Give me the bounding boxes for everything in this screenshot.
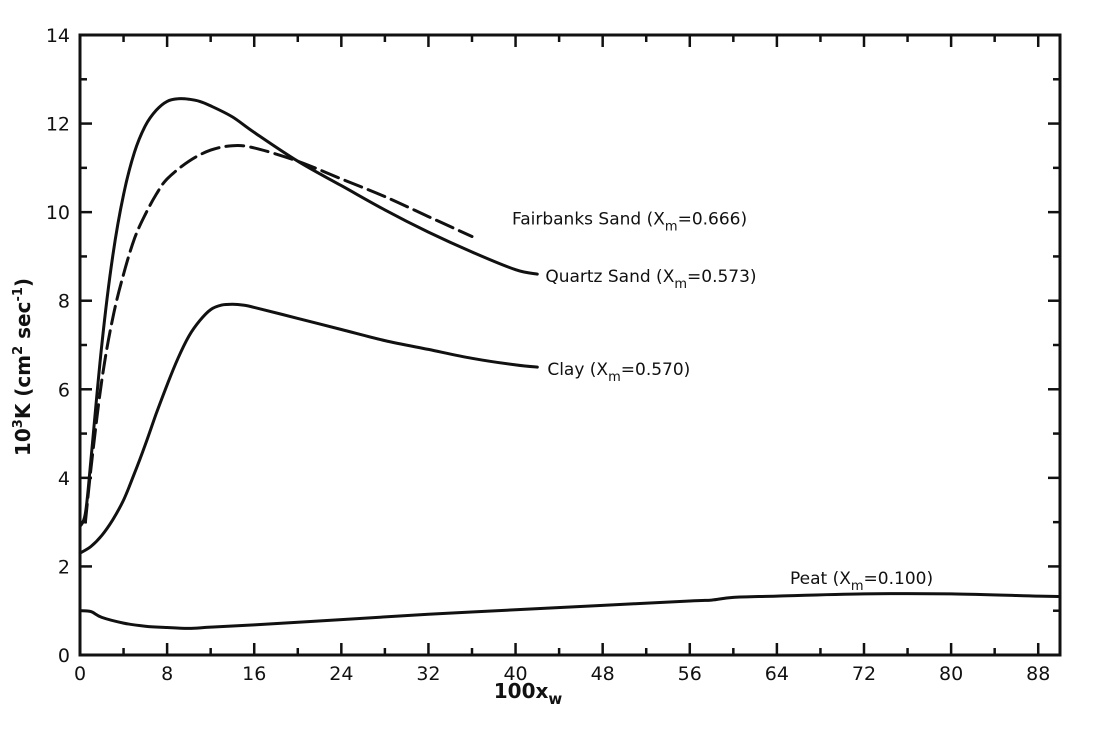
y-tick-label: 6 — [58, 379, 70, 401]
x-tick-label: 88 — [1026, 663, 1050, 685]
series-line-quartz-sand — [78, 97, 539, 529]
x-tick-label: 32 — [416, 663, 440, 685]
labels-group: 0 8 16 24 32 40 48 56 64 72 80 8802468101214Fairban… — [46, 25, 1051, 685]
y-tick-label: 0 — [58, 645, 70, 667]
x-tick-label: 16 — [242, 663, 266, 685]
x-tick-label: 24 — [329, 663, 353, 685]
y-tick-label: 12 — [46, 114, 70, 136]
ticks-group — [78, 33, 1060, 657]
y-tick-label: 4 — [58, 468, 70, 490]
series-line-peat — [78, 592, 1062, 630]
x-tick-label: 56 — [678, 663, 702, 685]
x-tick-label: 48 — [591, 663, 615, 685]
x-axis-label: 100xw — [494, 679, 563, 708]
plot-frame — [78, 33, 1062, 657]
series-label: Clay (Xm=0.570) — [547, 360, 690, 385]
series-group — [78, 97, 1062, 630]
x-tick-label: 72 — [852, 663, 876, 685]
x-tick-label: 8 — [161, 663, 173, 685]
plot-frame-group — [78, 33, 1062, 657]
series-label: Peat (Xm=0.100) — [790, 569, 933, 594]
series-line-fairbanks-sand — [83, 144, 474, 524]
x-tick-label: 0 — [74, 663, 86, 685]
y-tick-label: 2 — [58, 556, 70, 578]
y-tick-label: 14 — [46, 25, 70, 47]
series-label: Fairbanks Sand (Xm=0.666) — [512, 210, 747, 235]
series-line-clay — [78, 302, 539, 555]
y-tick-label: 8 — [58, 291, 70, 313]
x-tick-label: 64 — [765, 663, 789, 685]
series-label: Quartz Sand (Xm=0.573) — [545, 267, 756, 292]
y-tick-label: 10 — [46, 202, 70, 224]
x-tick-label: 40 — [503, 663, 527, 685]
x-tick-label: 80 — [939, 663, 963, 685]
y-axis-label: 103K (cm2 sec-1) — [11, 278, 35, 456]
